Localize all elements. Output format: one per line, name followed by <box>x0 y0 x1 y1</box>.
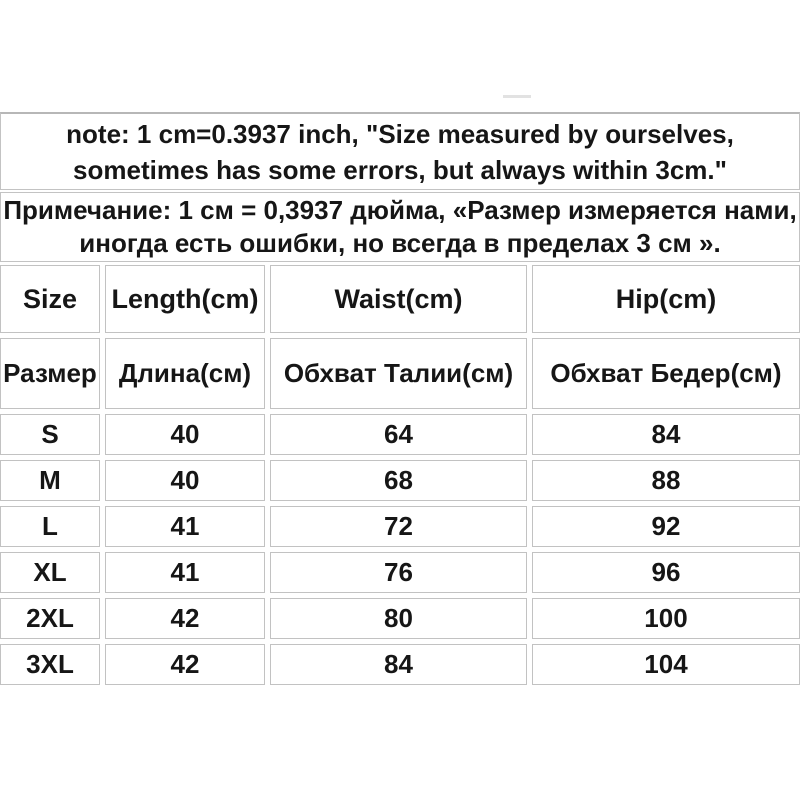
row-3xl-size: 3XL <box>0 644 100 685</box>
header-hip-en: Hip(cm) <box>532 265 800 333</box>
row-3xl-length: 42 <box>105 644 265 685</box>
row-l-waist: 72 <box>270 506 527 547</box>
row-m-size: M <box>0 460 100 501</box>
row-s-size: S <box>0 414 100 455</box>
header-size-en: Size <box>0 265 100 333</box>
row-l-length: 41 <box>105 506 265 547</box>
row-m-length: 40 <box>105 460 265 501</box>
row-2xl-waist: 80 <box>270 598 527 639</box>
header-waist-ru: Обхват Талии(см) <box>270 338 527 409</box>
row-2xl-size: 2XL <box>0 598 100 639</box>
row-s-hip: 84 <box>532 414 800 455</box>
row-xl-size: XL <box>0 552 100 593</box>
row-xl-waist: 76 <box>270 552 527 593</box>
row-3xl-waist: 84 <box>270 644 527 685</box>
note-russian-line2: иногда есть ошибки, но всегда в пределах… <box>79 228 721 258</box>
row-2xl-hip: 100 <box>532 598 800 639</box>
note-english: note: 1 cm=0.3937 inch, "Size measured b… <box>0 112 800 190</box>
row-2xl-length: 42 <box>105 598 265 639</box>
note-russian: Примечание: 1 см = 0,3937 дюйма, «Размер… <box>0 192 800 262</box>
row-3xl-hip: 104 <box>532 644 800 685</box>
row-l-size: L <box>0 506 100 547</box>
header-hip-ru: Обхват Бедер(см) <box>532 338 800 409</box>
header-size-ru: Размер <box>0 338 100 409</box>
header-waist-en: Waist(cm) <box>270 265 527 333</box>
row-s-length: 40 <box>105 414 265 455</box>
note-russian-line1: Примечание: 1 см = 0,3937 дюйма, «Размер… <box>3 195 797 225</box>
row-xl-length: 41 <box>105 552 265 593</box>
note-english-line2: sometimes has some errors, but always wi… <box>73 154 727 185</box>
size-table: Size Length(cm) Waist(cm) Hip(cm) Размер… <box>0 265 800 685</box>
row-xl-hip: 96 <box>532 552 800 593</box>
header-length-en: Length(cm) <box>105 265 265 333</box>
row-m-hip: 88 <box>532 460 800 501</box>
crop-artifact-mark <box>503 95 531 98</box>
row-s-waist: 64 <box>270 414 527 455</box>
row-m-waist: 68 <box>270 460 527 501</box>
note-english-line1: note: 1 cm=0.3937 inch, "Size measured b… <box>66 118 734 149</box>
header-length-ru: Длина(см) <box>105 338 265 409</box>
row-l-hip: 92 <box>532 506 800 547</box>
